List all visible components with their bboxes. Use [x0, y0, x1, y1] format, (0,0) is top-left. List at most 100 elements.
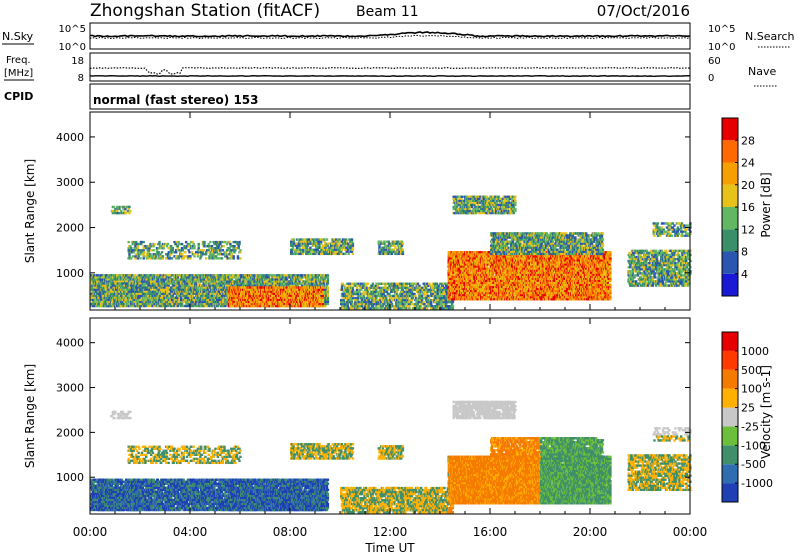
heatmap-cell [223, 297, 225, 299]
heatmap-cell [327, 293, 329, 295]
heatmap-cell [97, 274, 99, 276]
freq-tick-bottom: 8 [78, 73, 84, 84]
heatmap-cell [327, 289, 329, 291]
heatmap-cell [327, 301, 329, 303]
heatmap-cell [159, 274, 161, 276]
heatmap-cell [181, 303, 183, 305]
heatmap-cell [322, 297, 324, 299]
heatmap-cell [143, 291, 145, 293]
heatmap-cell [322, 295, 324, 297]
heatmap-cell [93, 297, 95, 299]
heatmap-cell [300, 278, 302, 280]
heatmap-cell [285, 276, 287, 278]
heatmap-cell [172, 280, 174, 282]
heatmap-cell [95, 295, 97, 297]
heatmap-cell [224, 305, 226, 307]
heatmap-cell [100, 299, 102, 301]
heatmap-cell [216, 280, 218, 282]
heatmap-cell [195, 282, 197, 284]
heatmap-cell [211, 282, 213, 284]
heatmap-cell [99, 286, 101, 288]
heatmap-cell [140, 274, 142, 276]
heatmap-cell [126, 293, 128, 295]
heatmap-cell [144, 297, 146, 299]
heatmap-cell [118, 293, 120, 295]
heatmap-cell [93, 295, 95, 297]
heatmap-cell [134, 274, 136, 276]
heatmap-cell [147, 295, 149, 297]
heatmap-cell [197, 284, 199, 286]
heatmap-cell [143, 284, 145, 286]
heatmap-cell [188, 284, 190, 286]
heatmap-cell [176, 284, 178, 286]
heatmap-cell [108, 303, 110, 305]
heatmap-cell [253, 274, 255, 276]
heatmap-cell [322, 291, 324, 293]
heatmap-cell [285, 274, 287, 276]
heatmap-cell [116, 280, 118, 282]
heatmap-cell [148, 293, 150, 295]
heatmap-cell [327, 299, 329, 301]
heatmap-cell [298, 280, 300, 282]
heatmap-cell [128, 276, 130, 278]
heatmap-cell [113, 295, 115, 297]
beam-label: Beam 11 [356, 4, 419, 20]
heatmap-cell [278, 284, 280, 286]
heatmap-cell [322, 289, 324, 291]
heatmap-cell [194, 303, 196, 305]
heatmap-cell [172, 295, 174, 297]
heatmap-cell [229, 276, 231, 278]
heatmap-cell [177, 305, 179, 307]
heatmap-cell [109, 299, 111, 301]
freq-line [90, 68, 690, 75]
heatmap-cell [280, 278, 282, 280]
heatmap-cell [131, 289, 133, 291]
heatmap-cell [268, 276, 270, 278]
heatmap-cell [223, 280, 225, 282]
heatmap-cell [108, 301, 110, 303]
heatmap-cell [167, 305, 169, 307]
heatmap-cell [204, 282, 206, 284]
cpid-panel: CPID normal (fast stereo) 153 [4, 84, 690, 109]
heatmap-cell [151, 297, 153, 299]
heatmap-cell [101, 301, 103, 303]
heatmap-cell [273, 274, 275, 276]
heatmap-cell [322, 301, 324, 303]
heatmap-cell [154, 291, 156, 293]
nsearch-tick-top: 10^5 [708, 24, 735, 35]
heatmap-cell [318, 295, 320, 297]
heatmap-cell [171, 293, 173, 295]
heatmap-cell [222, 301, 224, 303]
heatmap-cell [163, 276, 165, 278]
heatmap-cell [216, 303, 218, 305]
heatmap-cell [103, 299, 105, 301]
heatmap-cell [177, 276, 179, 278]
nave-line [90, 76, 690, 77]
cpid-label: CPID [4, 90, 33, 103]
nsky-label: N.Sky [2, 30, 34, 43]
heatmap-cell [327, 291, 329, 293]
heatmap-cell [231, 278, 233, 280]
heatmap-cell [297, 284, 299, 286]
heatmap-cell [103, 291, 105, 293]
station-title: Zhongshan Station (fitACF) [90, 1, 320, 21]
heatmap-cell [214, 293, 216, 295]
heatmap-cell [324, 305, 326, 307]
date-label: 07/Oct/2016 [597, 2, 690, 20]
heatmap-cell [322, 305, 324, 307]
heatmap-cell [203, 291, 205, 293]
heatmap-cell [183, 278, 185, 280]
heatmap-cell [243, 278, 245, 280]
heatmap-cell [249, 278, 251, 280]
heatmap-cell [244, 280, 246, 282]
heatmap-cell [93, 301, 95, 303]
heatmap-cell [327, 286, 329, 288]
heatmap-cell [162, 278, 164, 280]
heatmap-cell [136, 293, 138, 295]
heatmap-cell [152, 284, 154, 286]
heatmap-cell [107, 278, 109, 280]
heatmap-cell [200, 280, 202, 282]
heatmap-cell [149, 291, 151, 293]
heatmap-cell [217, 305, 219, 307]
heatmap-cell [264, 284, 266, 286]
